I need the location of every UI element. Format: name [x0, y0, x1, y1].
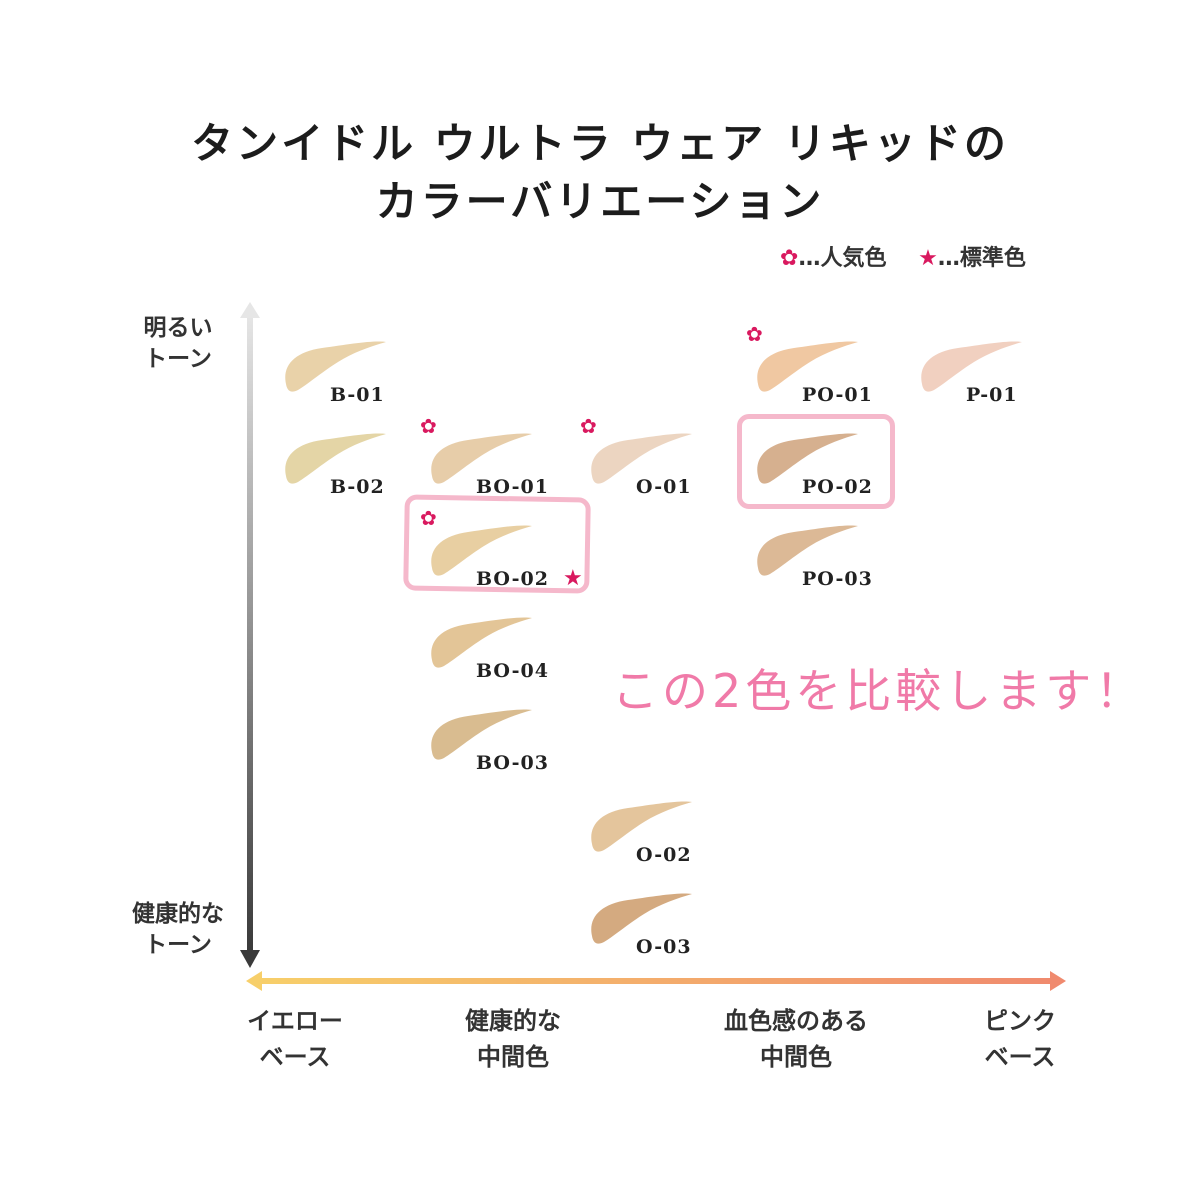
- title-line-1: タンイドル ウルトラ ウェア リキッドの: [191, 119, 1009, 168]
- shade-stroke: [591, 893, 692, 944]
- shade-swatch: O-03: [586, 888, 706, 960]
- shade-code: BO-04: [476, 660, 549, 682]
- shade-code: B-02: [330, 476, 385, 498]
- legend-standard-label: …標準色: [937, 246, 1026, 271]
- shade-swatch: BO-02 ✿ ★: [420, 506, 583, 592]
- y-axis-arrow: [240, 302, 260, 968]
- shade-code: BO-01: [476, 476, 549, 498]
- shade-code: PO-02: [802, 476, 873, 498]
- shade-swatch: P-01: [916, 336, 1036, 408]
- highlight-box-po-02: [737, 414, 895, 509]
- shade-code: O-01: [636, 476, 692, 498]
- y-axis-bottom-label: 健康的な トーン: [132, 901, 224, 958]
- legend-popular-label: …人気色: [798, 246, 887, 271]
- x-axis-label-healthy-neutral: 健康的な 中間色: [465, 1007, 561, 1071]
- rose-icon: ✿: [580, 414, 597, 438]
- legend: ✿…人気色 ★…標準色: [780, 240, 1026, 272]
- shade-code: PO-03: [802, 568, 873, 590]
- shade-stroke: [431, 433, 532, 484]
- rose-icon: ✿: [780, 246, 799, 271]
- shade-stroke: [285, 341, 386, 392]
- shade-swatch: O-01 ✿: [580, 414, 706, 500]
- shade-code: BO-02: [476, 568, 549, 590]
- shade-swatch: B-01: [280, 336, 400, 408]
- x-axis-arrow: [246, 971, 1066, 991]
- shade-swatch: PO-03: [752, 520, 872, 592]
- rose-icon: ✿: [420, 506, 437, 530]
- shade-code: P-01: [966, 384, 1018, 406]
- y-axis-top-label: 明るい トーン: [143, 315, 213, 372]
- shade-code: B-01: [330, 384, 385, 406]
- shade-swatch: PO-02: [752, 428, 872, 500]
- shade-code: BO-03: [476, 752, 549, 774]
- shade-code: O-03: [636, 936, 692, 958]
- x-axis-label-rosy-neutral: 血色感のある 中間色: [724, 1007, 868, 1071]
- star-icon: ★: [563, 566, 583, 591]
- x-axis-label-yellow-base: イエロー ベース: [247, 1007, 343, 1071]
- shade-stroke: [591, 801, 692, 852]
- shade-swatch: BO-03: [426, 704, 549, 776]
- shade-stroke: [757, 341, 858, 392]
- rose-icon: ✿: [746, 322, 763, 346]
- star-icon: ★: [918, 246, 938, 271]
- shade-stroke: [921, 341, 1022, 392]
- shade-stroke: [757, 433, 858, 484]
- shade-swatch: BO-01 ✿: [420, 414, 549, 500]
- shade-swatch: O-02: [586, 796, 706, 868]
- shade-code: O-02: [636, 844, 692, 866]
- shade-stroke: [285, 433, 386, 484]
- shade-stroke: [431, 525, 532, 576]
- shade-code: PO-01: [802, 384, 873, 406]
- shade-swatch: PO-01 ✿: [746, 322, 873, 408]
- comparison-note: この2色を比較します！: [612, 664, 1146, 718]
- x-axis-label-pink-base: ピンク ベース: [984, 1007, 1056, 1071]
- shade-swatch: BO-04: [426, 612, 549, 684]
- shade-stroke: [757, 525, 858, 576]
- shade-stroke: [431, 617, 532, 668]
- shade-stroke: [431, 709, 532, 760]
- highlight-box-bo-02: [403, 494, 591, 594]
- shade-swatch: B-02: [280, 428, 400, 500]
- shade-stroke: [591, 433, 692, 484]
- rose-icon: ✿: [420, 414, 437, 438]
- title-line-2: カラーバリエーション: [375, 177, 825, 226]
